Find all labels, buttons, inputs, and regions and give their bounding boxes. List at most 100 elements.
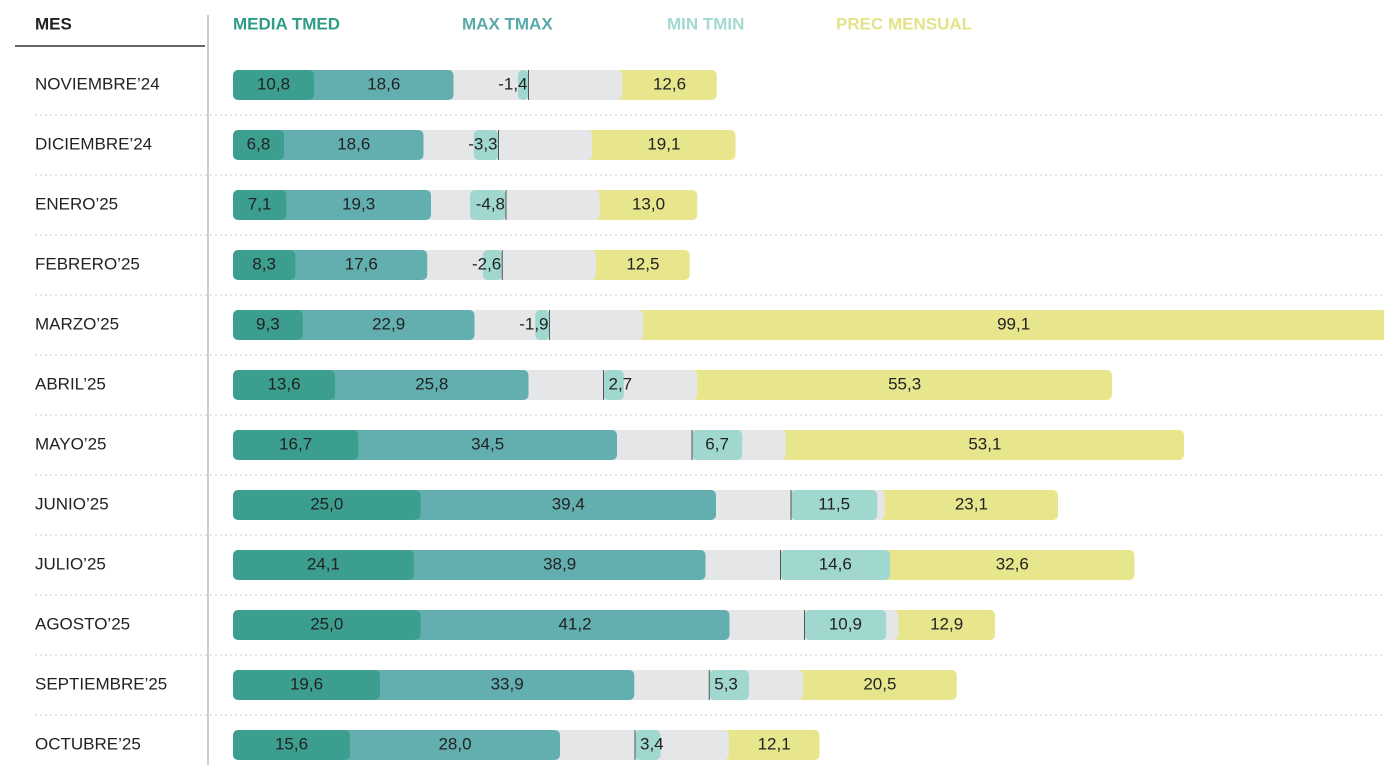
row-label: ABRIL’25 (35, 374, 106, 393)
bar-media (233, 430, 359, 460)
bar-gray (423, 190, 600, 220)
legend-header: MIN TMIN (667, 14, 744, 33)
value-label: 11,5 (818, 494, 850, 513)
bar-gray (415, 130, 593, 160)
bar-max (412, 490, 716, 520)
bar-media (233, 550, 414, 580)
value-label: 18,6 (337, 134, 370, 153)
value-label: 15,6 (275, 734, 308, 753)
bar-max (342, 730, 560, 760)
bar-gray (466, 310, 644, 340)
bar-min (780, 550, 890, 580)
value-label: 19,6 (290, 674, 323, 693)
value-label: 13,0 (632, 194, 665, 213)
row-label: OCTUBRE’25 (35, 734, 141, 753)
row-label: AGOSTO’25 (35, 614, 130, 633)
bar-prec (588, 250, 690, 280)
bar-max (350, 430, 617, 460)
bar-media (233, 490, 421, 520)
bar-prec (777, 430, 1184, 460)
bar-media (233, 250, 296, 280)
bar-min (473, 130, 499, 160)
row-label: SEPTIEMBRE’25 (35, 674, 167, 693)
bar-prec (614, 70, 717, 100)
bar-media (233, 670, 380, 700)
value-label: 6,7 (705, 434, 729, 453)
value-label: -1,4 (498, 74, 527, 93)
bar-max (405, 550, 706, 580)
bar-max (276, 130, 424, 160)
value-label: 2,7 (609, 374, 633, 393)
bar-prec (635, 310, 1384, 340)
row-label: JULIO’25 (35, 554, 106, 573)
bar-min (470, 190, 506, 220)
value-label: 14,6 (819, 554, 852, 573)
value-label: 25,8 (415, 374, 448, 393)
bar-prec (795, 670, 957, 700)
value-label: 8,3 (252, 254, 276, 273)
value-label: 55,3 (888, 374, 921, 393)
value-label: 13,6 (267, 374, 300, 393)
bar-min (804, 610, 887, 640)
bar-gray (419, 250, 596, 280)
bar-media (233, 310, 303, 340)
value-label: 12,6 (653, 74, 686, 93)
row-label: JUNIO’25 (35, 494, 109, 513)
bar-max (287, 250, 428, 280)
value-label: 12,9 (930, 614, 963, 633)
value-label: 33,9 (491, 674, 524, 693)
value-label: -4,8 (476, 194, 505, 213)
bar-prec (591, 190, 698, 220)
bar-media (233, 130, 284, 160)
bar-prec (689, 370, 1112, 400)
value-label: -1,9 (519, 314, 548, 333)
value-label: -3,3 (468, 134, 497, 153)
bar-prec (876, 490, 1058, 520)
bar-max (372, 670, 635, 700)
value-label: 5,3 (714, 674, 738, 693)
bar-max (294, 310, 475, 340)
bar-max (327, 370, 529, 400)
row-label: MARZO’25 (35, 314, 119, 333)
bar-max (306, 70, 454, 100)
value-label: 19,1 (647, 134, 680, 153)
bar-min (791, 490, 878, 520)
value-label: 25,0 (310, 614, 343, 633)
value-label: 24,1 (307, 554, 340, 573)
bar-max (278, 190, 431, 220)
value-label: 20,5 (863, 674, 896, 693)
value-label: 3,4 (640, 734, 664, 753)
bar-prec (882, 550, 1135, 580)
value-label: 12,5 (626, 254, 659, 273)
bar-media (233, 730, 350, 760)
value-label: 7,1 (248, 194, 272, 213)
bar-min (482, 250, 503, 280)
bar-media (233, 610, 421, 640)
value-label: 28,0 (438, 734, 471, 753)
value-label: 38,9 (543, 554, 576, 573)
value-label: 53,1 (968, 434, 1001, 453)
bar-min (518, 70, 529, 100)
value-label: 32,6 (996, 554, 1029, 573)
value-label: 22,9 (372, 314, 405, 333)
row-label: FEBRERO’25 (35, 254, 140, 273)
bar-min (692, 430, 743, 460)
row-label: ENERO’25 (35, 194, 118, 213)
row-label: MAYO’25 (35, 434, 107, 453)
value-label: 9,3 (256, 314, 280, 333)
value-label: 6,8 (247, 134, 271, 153)
bar-prec (584, 130, 736, 160)
bar-max (412, 610, 730, 640)
value-label: 12,1 (758, 734, 791, 753)
row-label: NOVIEMBRE’24 (35, 74, 160, 93)
bar-prec (720, 730, 820, 760)
bar-min (635, 730, 661, 760)
value-label: 34,5 (471, 434, 504, 453)
value-label: -2,6 (472, 254, 501, 273)
value-label: 10,8 (257, 74, 290, 93)
bar-media (233, 190, 287, 220)
row-label: DICIEMBRE’24 (35, 134, 152, 153)
column-header: MES (35, 14, 72, 33)
legend-header: PREC MENSUAL (836, 14, 972, 33)
